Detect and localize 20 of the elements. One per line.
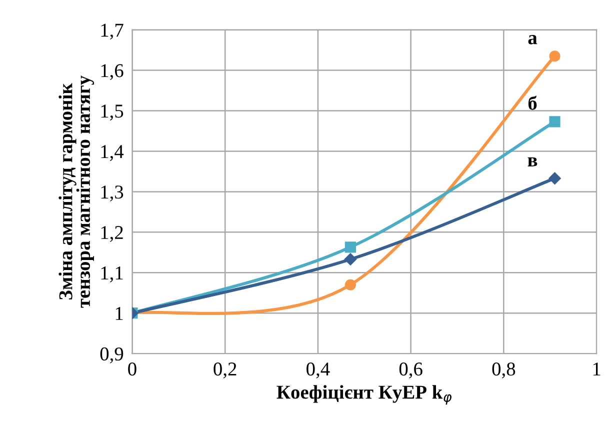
- y-tick-label: 1,6: [101, 64, 124, 80]
- y-tick-label: 1,2: [101, 226, 123, 242]
- series-label: в: [528, 157, 538, 166]
- series-label: а: [528, 35, 538, 44]
- y-tick-label: 1,7: [101, 24, 124, 40]
- x-tick-label: 0,4: [306, 362, 330, 378]
- series-label: б: [528, 96, 537, 110]
- x-tick-label: 0,6: [399, 362, 422, 378]
- y-tick-label: 1,4: [101, 145, 124, 161]
- x-axis-title: Коефіцієнт КуЕР k$_{φ}$: [276, 385, 452, 405]
- y-tick-label: 1,5: [101, 104, 124, 120]
- y-tick-label: 1,1: [101, 266, 123, 282]
- x-tick-label: 0,2: [214, 362, 236, 378]
- y-tick-label: 0,9: [100, 347, 124, 364]
- y-tick-label: 1: [116, 307, 123, 320]
- x-tick-label: 1: [593, 362, 600, 376]
- y-axis-title: Зміна амплітуд гармонік тензора магнітного натягу: [58, 76, 94, 308]
- x-tick-label: 0: [128, 362, 136, 376]
- x-tick-label: 0,8: [492, 362, 516, 378]
- y-tick-label: 1,3: [101, 186, 124, 202]
